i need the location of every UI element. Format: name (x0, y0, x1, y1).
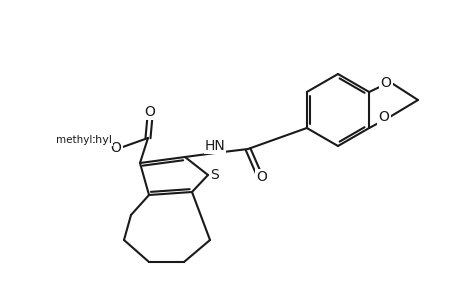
Text: methyl: methyl (73, 135, 112, 145)
Text: HN: HN (204, 139, 225, 153)
Text: S: S (210, 168, 219, 182)
Text: O: O (256, 170, 267, 184)
Text: O: O (380, 76, 391, 90)
Text: O: O (378, 110, 389, 124)
Text: O: O (110, 141, 121, 155)
Text: methyl: methyl (56, 135, 92, 145)
Text: O: O (144, 105, 155, 119)
